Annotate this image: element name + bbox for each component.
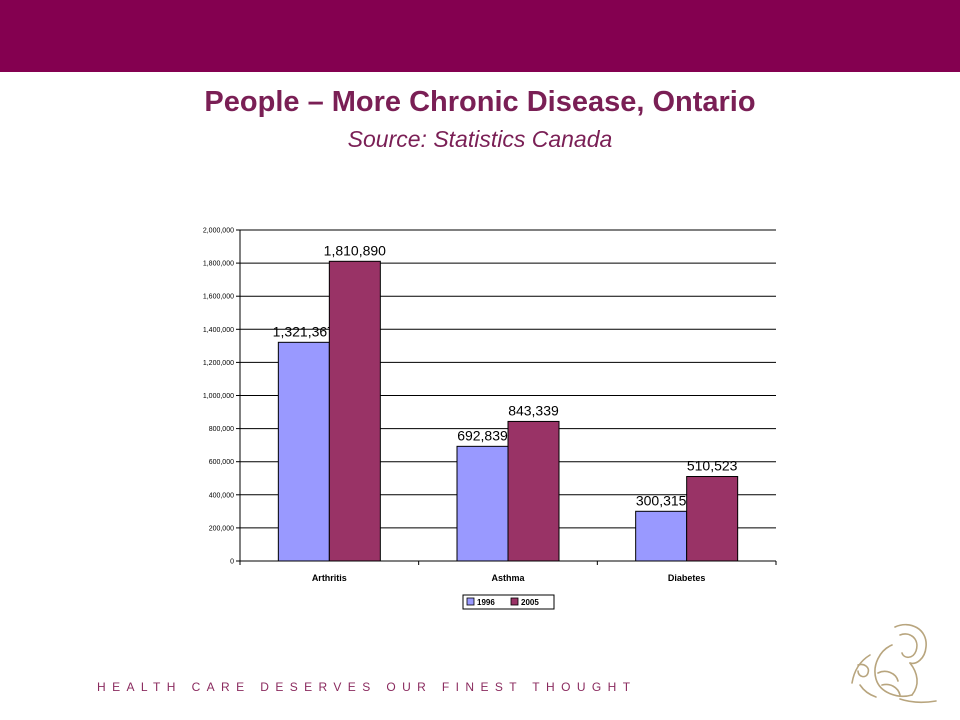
bar-1996-arthritis: [277, 341, 330, 562]
data-label: 1,810,890: [324, 242, 386, 258]
slide-subtitle: Source: Statistics Canada: [347, 126, 613, 152]
data-label: 510,523: [687, 458, 738, 474]
y-tick-label: 1,400,000: [203, 327, 234, 334]
y-tick-label: 1,800,000: [203, 261, 234, 268]
bar-2005-asthma: [507, 420, 560, 562]
legend-label: 2005: [521, 598, 539, 607]
data-label: 300,315: [636, 492, 687, 508]
y-tick-label: 1,000,000: [203, 393, 234, 400]
data-label: 1,321,367: [273, 323, 335, 339]
y-tick-label: 0: [230, 559, 234, 566]
header-bar: [0, 0, 960, 72]
bar-1996-asthma: [456, 445, 509, 562]
legend-swatch-1996: [466, 597, 475, 606]
y-tick-label: 1,600,000: [203, 294, 234, 301]
x-tick-label: Diabetes: [668, 573, 706, 583]
slide-title: People – More Chronic Disease, Ontario: [204, 86, 756, 118]
x-tick-label: Arthritis: [312, 573, 347, 583]
y-tick-label: 600,000: [209, 459, 234, 466]
bar-2005-diabetes: [686, 476, 739, 562]
y-tick-label: 1,200,000: [203, 360, 234, 367]
legend-swatch-2005: [510, 597, 519, 606]
mother-and-child-logo-icon: [851, 623, 937, 704]
legend-label: 1996: [477, 598, 495, 607]
y-tick-label: 2,000,000: [203, 228, 234, 235]
tagline: HEALTH CARE DESERVES OUR FINEST THOUGHT: [97, 680, 637, 694]
y-tick-label: 800,000: [209, 426, 234, 433]
data-label: 692,839: [457, 427, 508, 443]
data-label: 843,339: [508, 402, 559, 418]
bar-1996-diabetes: [635, 510, 688, 562]
bar-2005-arthritis: [328, 260, 381, 562]
x-tick-label: Asthma: [491, 573, 525, 583]
y-tick-label: 400,000: [209, 492, 234, 499]
legend: [462, 594, 555, 610]
y-tick-label: 200,000: [209, 525, 234, 532]
